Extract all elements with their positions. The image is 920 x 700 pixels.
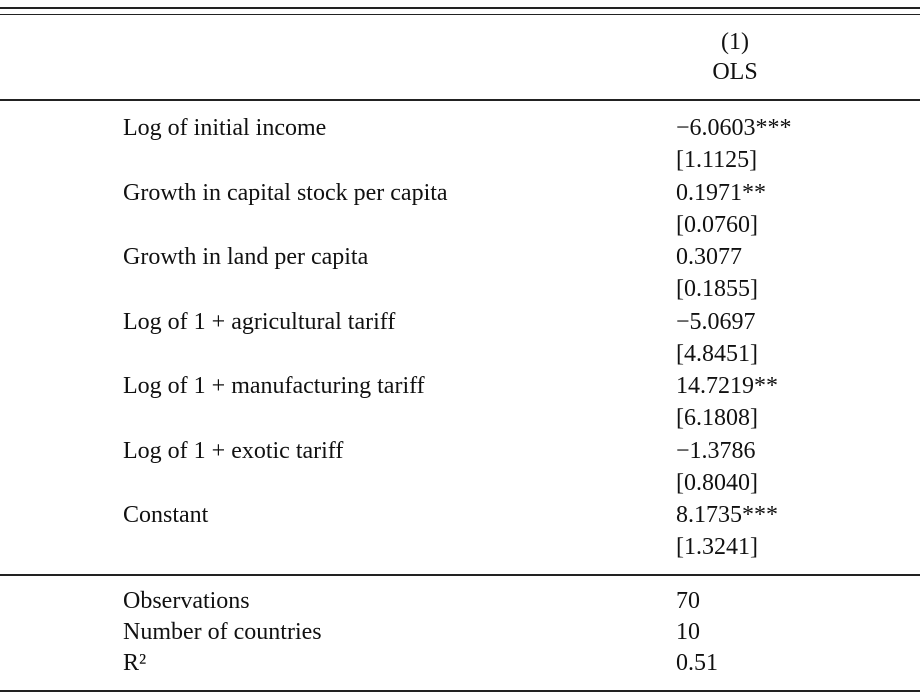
standard-error: [1.1125] xyxy=(676,147,758,173)
row-label: Growth in land per capita xyxy=(123,244,369,270)
stat-label: R² xyxy=(123,650,147,676)
standard-error: [0.0760] xyxy=(676,211,758,238)
header-rule xyxy=(0,99,920,101)
coefficient: −6.0603*** xyxy=(676,115,792,141)
standard-error: [6.1808] xyxy=(676,405,758,431)
column-number: (1) xyxy=(721,29,749,55)
row-label: Log of 1 + agricultural tariff xyxy=(123,308,396,335)
stat-label: Observations xyxy=(123,588,250,614)
standard-error: [0.1855] xyxy=(676,276,758,302)
stat-value: 10 xyxy=(676,619,700,645)
standard-error: [1.3241] xyxy=(676,534,758,560)
stat-value: 0.51 xyxy=(676,650,718,676)
bottom-rule xyxy=(0,690,920,692)
coefficient: 14.7219** xyxy=(676,373,778,399)
top-rule xyxy=(0,7,920,9)
body-rule xyxy=(0,574,920,576)
row-label: Log of initial income xyxy=(123,115,327,141)
column-method: OLS xyxy=(712,59,758,85)
standard-error: [4.8451] xyxy=(676,340,758,367)
coefficient: 0.3077 xyxy=(676,244,742,270)
stat-value: 70 xyxy=(676,588,700,614)
top-rule xyxy=(0,14,920,15)
coefficient: −5.0697 xyxy=(676,308,756,335)
stat-label: Number of countries xyxy=(123,619,322,645)
row-label: Log of 1 + exotic tariff xyxy=(123,437,344,464)
standard-error: [0.8040] xyxy=(676,469,758,496)
coefficient: 0.1971** xyxy=(676,179,766,206)
coefficient: 8.1735*** xyxy=(676,502,778,528)
coefficient: −1.3786 xyxy=(676,437,756,464)
row-label: Growth in capital stock per capita xyxy=(123,179,448,206)
row-label: Constant xyxy=(123,502,209,528)
row-label: Log of 1 + manufacturing tariff xyxy=(123,373,425,399)
